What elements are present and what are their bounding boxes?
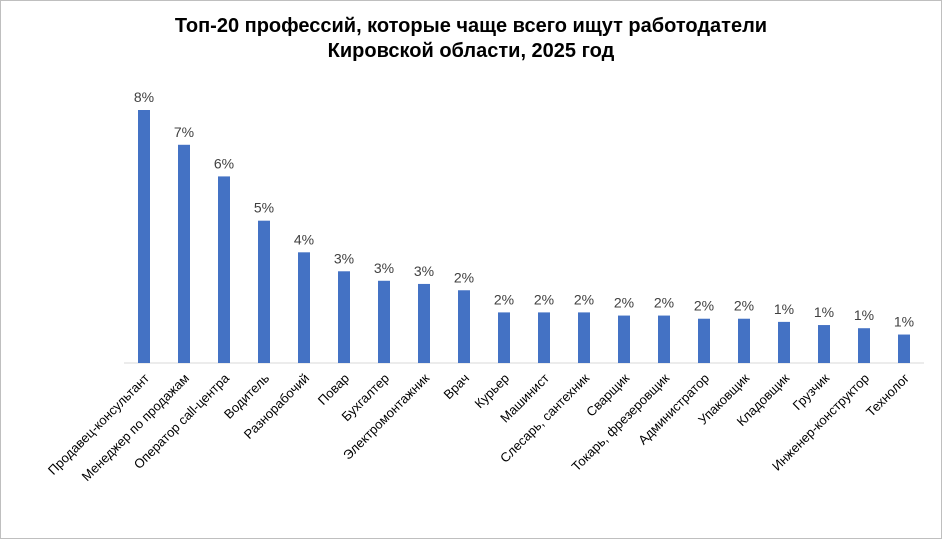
- chart-title-line1: Топ-20 профессий, которые чаще всего ищу…: [174, 15, 768, 37]
- data-label: 8%: [134, 89, 154, 105]
- bar: [578, 312, 590, 363]
- data-label: 2%: [454, 269, 474, 285]
- data-label: 3%: [374, 260, 394, 276]
- chart-title-line2: Кировской области, 2025 год: [327, 40, 615, 62]
- data-label: 1%: [814, 304, 834, 320]
- bar: [818, 325, 830, 363]
- data-label: 3%: [414, 263, 434, 279]
- category-label: Повар: [315, 371, 352, 408]
- bar: [298, 252, 310, 363]
- bar: [218, 176, 230, 363]
- category-label: Технолог: [863, 370, 912, 419]
- category-label: Врач: [441, 371, 473, 403]
- data-label: 1%: [894, 314, 914, 330]
- bar: [138, 110, 150, 363]
- bar: [258, 220, 270, 363]
- bar: [658, 315, 670, 363]
- data-label: 4%: [294, 231, 314, 247]
- bar: [898, 334, 910, 363]
- data-label: 1%: [854, 307, 874, 323]
- data-label: 1%: [774, 301, 794, 317]
- category-label: Администратор: [635, 371, 712, 448]
- bar: [178, 144, 190, 363]
- bar: [418, 283, 430, 363]
- data-label: 5%: [254, 200, 274, 216]
- bar: [698, 318, 710, 363]
- bar: [778, 321, 790, 363]
- bar: [538, 312, 550, 363]
- data-label: 2%: [694, 298, 714, 314]
- data-label: 7%: [174, 124, 194, 140]
- data-label: 2%: [654, 295, 674, 311]
- bar: [738, 318, 750, 363]
- bar: [498, 312, 510, 363]
- bar: [458, 290, 470, 363]
- data-label: 6%: [214, 155, 234, 171]
- data-label: 2%: [574, 291, 594, 307]
- data-label: 2%: [734, 298, 754, 314]
- bar: [338, 271, 350, 363]
- data-label: 3%: [334, 250, 354, 266]
- data-label: 2%: [534, 291, 554, 307]
- bar: [858, 328, 870, 363]
- bar: [618, 315, 630, 363]
- data-label: 2%: [614, 295, 634, 311]
- bar: [378, 280, 390, 363]
- data-label: 2%: [494, 291, 514, 307]
- chart-title: Топ-20 профессий, которые чаще всего ищу…: [0, 14, 942, 64]
